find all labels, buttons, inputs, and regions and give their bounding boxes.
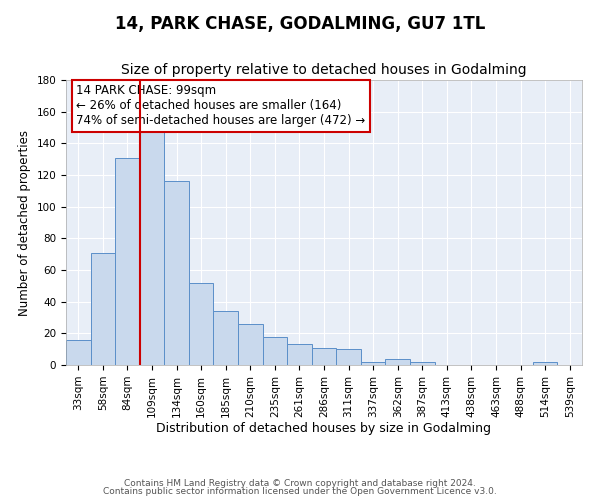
Bar <box>189 282 214 365</box>
Bar <box>164 182 189 365</box>
Bar <box>410 362 434 365</box>
Bar <box>336 349 361 365</box>
Text: 14 PARK CHASE: 99sqm
← 26% of detached houses are smaller (164)
74% of semi-deta: 14 PARK CHASE: 99sqm ← 26% of detached h… <box>76 84 365 128</box>
Y-axis label: Number of detached properties: Number of detached properties <box>18 130 31 316</box>
Bar <box>214 311 238 365</box>
Bar <box>533 362 557 365</box>
Bar <box>115 158 140 365</box>
Title: Size of property relative to detached houses in Godalming: Size of property relative to detached ho… <box>121 64 527 78</box>
Bar <box>238 324 263 365</box>
Bar <box>312 348 336 365</box>
Bar <box>263 336 287 365</box>
X-axis label: Distribution of detached houses by size in Godalming: Distribution of detached houses by size … <box>157 422 491 436</box>
Text: Contains public sector information licensed under the Open Government Licence v3: Contains public sector information licen… <box>103 487 497 496</box>
Bar <box>287 344 312 365</box>
Bar <box>140 130 164 365</box>
Bar <box>91 252 115 365</box>
Text: Contains HM Land Registry data © Crown copyright and database right 2024.: Contains HM Land Registry data © Crown c… <box>124 478 476 488</box>
Bar <box>66 340 91 365</box>
Bar <box>361 362 385 365</box>
Text: 14, PARK CHASE, GODALMING, GU7 1TL: 14, PARK CHASE, GODALMING, GU7 1TL <box>115 15 485 33</box>
Bar <box>385 358 410 365</box>
